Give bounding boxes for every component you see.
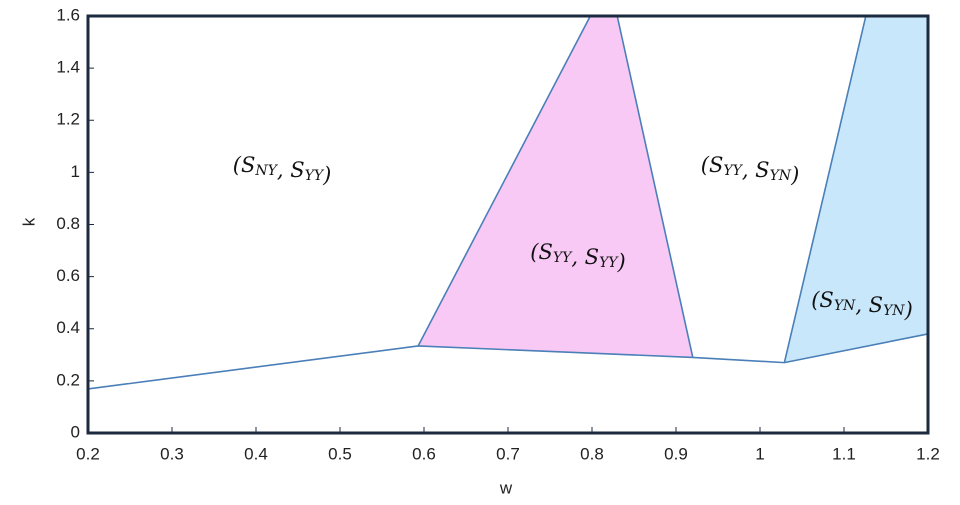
- x-tick-label: 0.7: [496, 444, 520, 463]
- y-tick-label: 1.6: [56, 5, 80, 24]
- x-tick-label: 0.5: [328, 444, 352, 463]
- y-tick-label: 0.6: [56, 266, 80, 285]
- plot-frame: [86, 14, 930, 435]
- boundary-line: [783, 15, 867, 363]
- x-axis-label: w: [499, 478, 513, 497]
- y-tick-label: 1.4: [56, 58, 80, 77]
- y-axis-label: k: [19, 217, 38, 226]
- x-tick-label: 0.4: [244, 444, 268, 463]
- region: [418, 16, 693, 358]
- x-tick-label: 0.3: [160, 444, 184, 463]
- x-tick-label: 0.6: [412, 444, 436, 463]
- y-tick-label: 0.4: [56, 318, 80, 337]
- y-tick-label: 0.8: [56, 214, 80, 233]
- region-label: (SYN, SYN): [811, 288, 913, 322]
- region-label: (SYY, SYY): [530, 240, 626, 274]
- boundary-line: [616, 15, 694, 358]
- boundary-line: [417, 15, 592, 347]
- x-tick-label: 1.1: [832, 444, 856, 463]
- x-tick-label: 1: [755, 444, 764, 463]
- x-tick-label: 1.2: [916, 444, 940, 463]
- y-tick-label: 1.2: [56, 110, 80, 129]
- region: [784, 16, 928, 363]
- boundary-line: [87, 333, 929, 390]
- y-tick-label: 0.2: [56, 370, 80, 389]
- x-tick-label: 0.2: [76, 444, 100, 463]
- x-tick-label: 0.8: [580, 444, 604, 463]
- y-tick-label: 0: [71, 422, 80, 441]
- region-label: (SNY, SYY): [233, 153, 332, 187]
- x-tick-label: 0.9: [664, 444, 688, 463]
- region-label: (SYY, SYN): [701, 153, 800, 187]
- y-tick-label: 1: [71, 162, 80, 181]
